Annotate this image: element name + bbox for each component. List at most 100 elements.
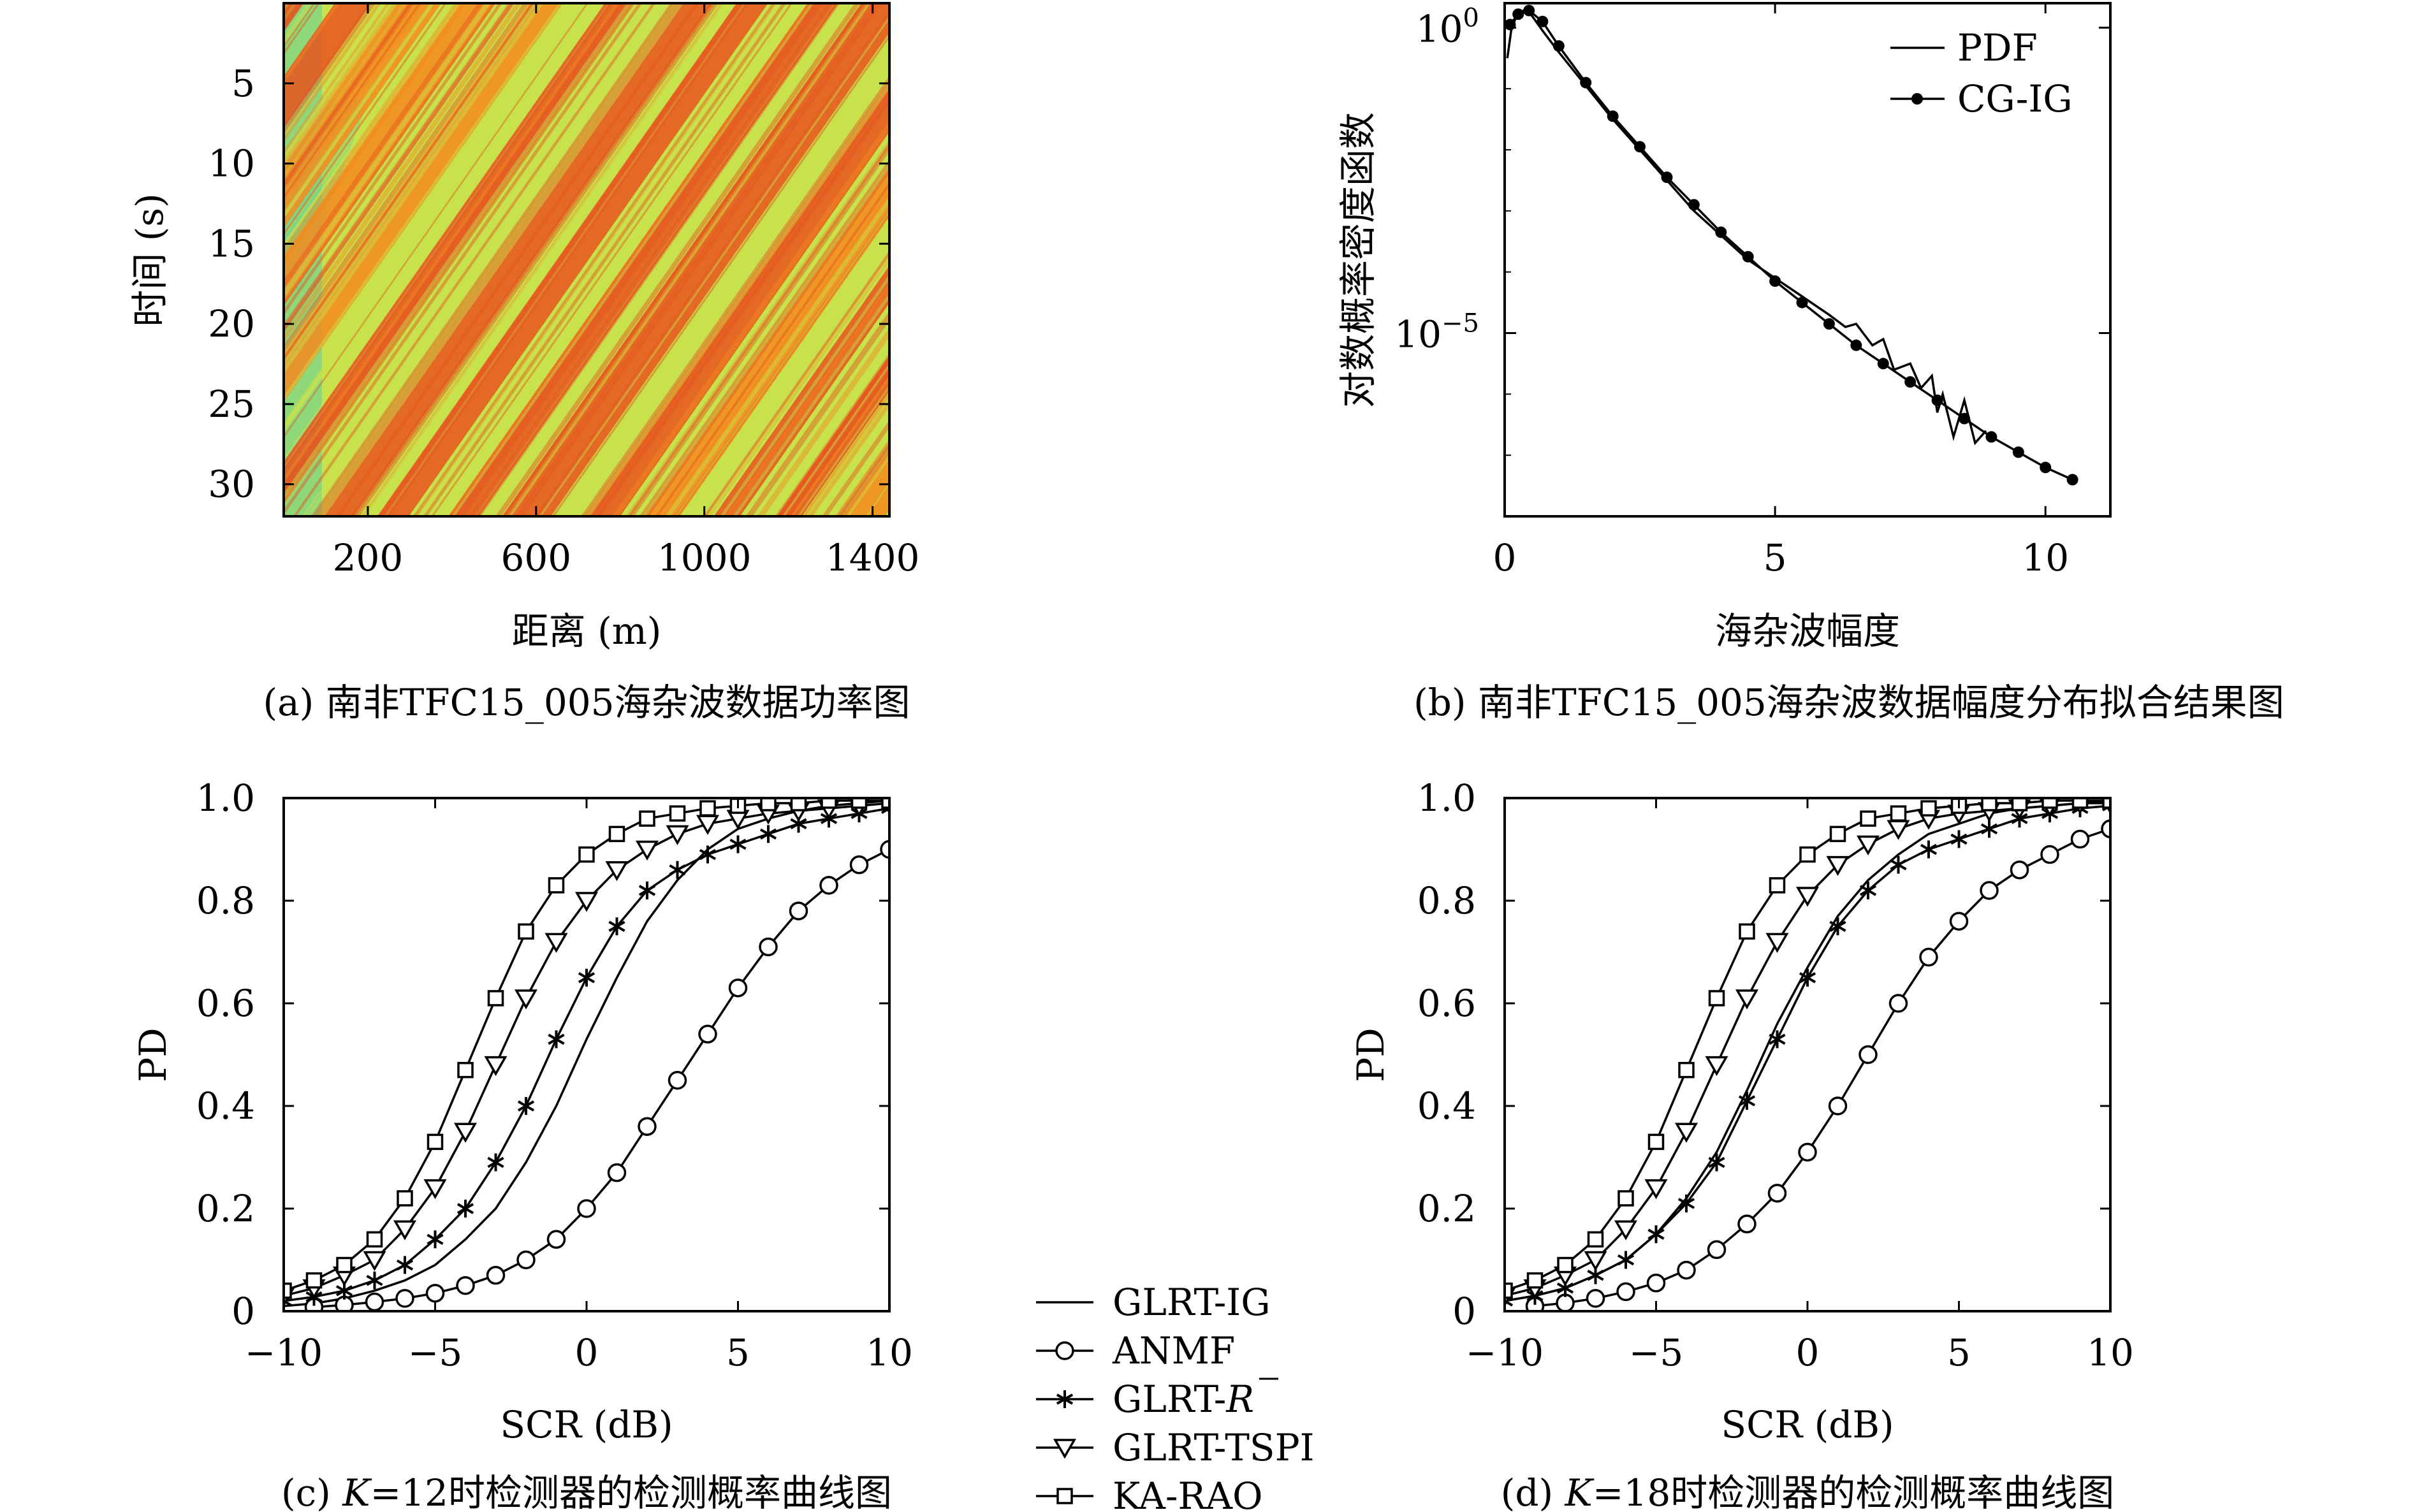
heatmap-noise-streak [535,10,889,516]
x-axis-label-d: SCR (dB) [1721,1403,1894,1446]
caption-b: (b) 南非TFC15_005海杂波数据幅度分布拟合结果图 [1413,681,2284,724]
heatmap-noise-streak [639,159,889,516]
series-line-pdf [1506,9,1987,446]
heatmap-noise-streak [284,3,391,156]
y-tick-label: 0.6 [1417,982,1476,1025]
heatmap-noise-streak [284,3,407,179]
point-ka-rao [2102,798,2110,809]
heatmap-streak [584,80,889,516]
heatmap-noise-streak [423,3,787,516]
x-tick-label: 200 [333,536,404,579]
heatmap-noise-streak [731,291,889,516]
heatmap-noise-streak [310,3,673,516]
point-anmf [1707,1240,1727,1260]
heatmap-streak [284,3,636,505]
y-tick-label: 0.2 [196,1187,255,1230]
point-glrt-r [456,1200,474,1218]
legend-label-glrt-tspi: GLRT-TSPI [1113,1426,1315,1469]
panel-d: −10 −5 0 5 10 0 0.2 0.4 0.6 0.8 1.0 SCR (dB) PD (… [1349,776,2134,1512]
heatmap-noise-streak [284,3,291,13]
heatmap-streak [0,3,105,516]
cg-ig-point [2040,462,2052,474]
heatmap-noise-streak [284,3,340,84]
y-tick-label: 0 [231,1290,255,1333]
y-tick-label: 15 [208,222,255,265]
heatmap-streak [921,3,1311,516]
point-glrt-tspi [1644,1179,1668,1200]
cg-ig-point [1688,199,1700,211]
point-anmf [819,876,838,895]
heatmap-noise-streak [625,139,889,516]
point-ka-rao [1618,1190,1634,1207]
heatmap-noise-streak [284,3,292,15]
heatmap-noise-streak [284,3,460,255]
heatmap-noise-streak [777,356,889,516]
y-tick-label: 20 [208,302,255,345]
heatmap-noise-streak [302,3,664,516]
series-line-glrt-r [1505,804,2110,1302]
point-glrt-tspi [696,815,720,835]
caption-d: (d) K=18时检测器的检测概率曲线图 [1501,1471,2115,1512]
heatmap-noise-streak [284,3,456,249]
point-ka-rao [2011,798,2028,811]
heatmap-streak [502,3,889,516]
heatmap-streak [284,3,303,31]
x-tick-label: 10 [866,1331,913,1374]
heatmap-noise-streak [284,3,536,364]
heatmap-noise-streak [745,310,889,516]
cg-ig-point [1850,339,1862,351]
point-ka-rao [1860,810,1876,827]
legend-label-pdf: PDF [1957,26,2038,69]
legend-cd: GLRT-IG ANMF GLRT-R GLRT-TSPI KA-RAO [1036,1281,1315,1512]
heatmap-noise-streak [284,3,491,299]
point-ka-rao [305,1272,323,1289]
point-ka-rao [487,990,504,1007]
point-anmf [1828,1096,1848,1116]
heatmap-noise-streak [595,96,889,516]
point-glrt-tspi [423,1179,447,1200]
point-glrt-r [487,1153,504,1172]
point-glrt-tspi [574,892,599,912]
point-glrt-tspi [453,1123,478,1143]
y-tick-label: 30 [208,463,255,506]
heatmap-noise-streak [809,402,889,516]
x-axis-label-c: SCR (dB) [500,1403,673,1446]
x-tick-label: 5 [1764,536,1787,579]
legend-label-glrt-ig: GLRT-IG [1113,1281,1271,1324]
heatmap-noise-streak [386,3,749,516]
cg-ig-point [1796,296,1808,309]
point-anmf [516,1250,536,1270]
y-tick-label: 1.0 [1417,776,1476,820]
heatmap-noise-streak [284,3,636,507]
heatmap-streak [0,3,29,516]
point-anmf [2101,819,2110,839]
y-tick-label: 100 [1416,3,1479,50]
point-anmf [365,1292,384,1311]
heatmap-streak [713,265,889,516]
heatmap-noise-streak [284,3,297,22]
heatmap-noise-streak [362,3,726,516]
heatmap-streak [646,168,889,516]
heatmap-noise-streak [372,3,736,516]
heatmap-noise-streak [284,3,643,516]
heatmap-noise-streak [284,3,515,333]
heatmap-noise-streak [284,3,466,264]
point-glrt-r [669,861,686,879]
legend-label-ka-rao: KA-RAO [1113,1474,1263,1512]
point-anmf [577,1199,596,1218]
heatmap-noise-streak [361,3,724,516]
heatmap-noise-streak [479,3,845,516]
legend-item-anmf: ANMF [1036,1329,1235,1372]
point-glrt-r [517,1097,535,1115]
heatmap-noise-streak [627,142,889,516]
heatmap-noise-streak [284,3,529,354]
plot-area-b [1505,4,2078,486]
heatmap-noise-streak [768,342,889,516]
y-tick-base: 10 [1416,7,1463,50]
cg-ig-point [1607,110,1619,122]
point-anmf [546,1230,566,1249]
heatmap-noise-streak [284,3,291,13]
point-ka-rao [366,1231,383,1248]
heatmap-noise-streak [313,3,679,516]
cg-ig-point [1769,275,1781,287]
